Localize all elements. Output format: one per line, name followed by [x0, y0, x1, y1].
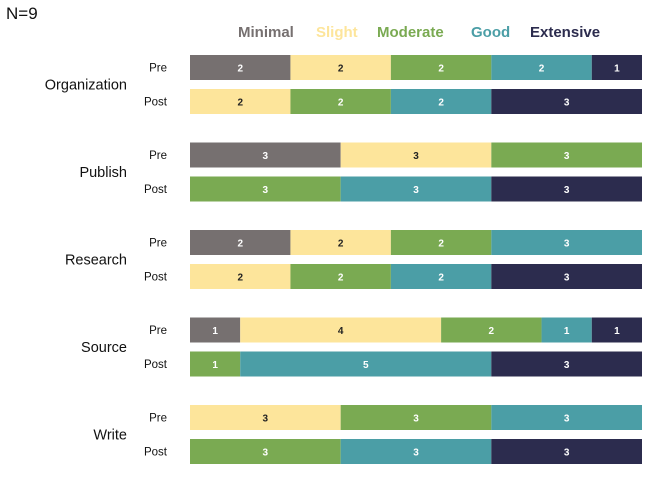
data-label-write-post-extensive: 3 [564, 448, 570, 459]
bar-segment-source-pre-extensive [591, 317, 642, 343]
bar-segment-research-pre-moderate [390, 230, 492, 255]
row-label-publish-post: Post [144, 184, 168, 196]
bar-segment-research-post-slight [190, 264, 291, 289]
bar-segment-publish-post-moderate [190, 176, 341, 202]
data-label-publish-pre-slight: 3 [413, 151, 419, 162]
data-label-source-pre-good: 1 [564, 326, 570, 337]
bar-segment-write-pre-moderate [340, 405, 492, 430]
bar-segment-publish-post-extensive [491, 176, 642, 202]
bar-segment-research-post-good [390, 264, 492, 289]
bar-segment-publish-pre-slight [340, 142, 492, 168]
data-label-publish-pre-moderate: 3 [564, 151, 570, 162]
bar-segment-source-post-good [240, 351, 492, 377]
data-label-source-pre-extensive: 1 [614, 326, 620, 337]
data-label-research-post-extensive: 3 [564, 273, 570, 284]
bar-segment-write-post-extensive [491, 439, 642, 464]
bar-segment-source-post-extensive [491, 351, 642, 377]
bar-segment-publish-post-good [340, 176, 492, 202]
data-label-organization-pre-moderate: 2 [438, 64, 444, 75]
data-label-source-pre-minimal: 1 [212, 326, 218, 337]
bar-segment-write-pre-good [491, 405, 642, 430]
data-label-publish-post-good: 3 [413, 185, 419, 196]
group-label-organization: Organization [45, 78, 127, 94]
bar-segment-organization-pre-slight [290, 55, 391, 80]
group-label-publish: Publish [79, 165, 127, 181]
bar-segment-research-pre-good [491, 230, 642, 255]
bar-segment-research-pre-slight [290, 230, 391, 255]
bar-segment-write-post-good [340, 439, 492, 464]
data-label-organization-pre-extensive: 1 [614, 64, 620, 75]
group-label-research: Research [65, 253, 127, 269]
data-label-source-pre-moderate: 2 [489, 326, 495, 337]
data-label-research-post-slight: 2 [237, 273, 243, 284]
data-label-write-post-good: 3 [413, 448, 419, 459]
row-label-organization-pre: Pre [149, 63, 167, 75]
row-label-research-post: Post [144, 272, 168, 284]
data-label-organization-pre-slight: 2 [338, 64, 344, 75]
legend-item-minimal: Minimal [238, 24, 294, 41]
data-label-source-pre-slight: 4 [338, 326, 344, 337]
group-label-write: Write [93, 428, 127, 444]
bar-segment-source-pre-minimal [190, 317, 241, 343]
bar-segment-write-pre-slight [190, 405, 341, 430]
legend-item-good: Good [471, 24, 511, 41]
bar-segment-organization-post-moderate [290, 89, 391, 114]
bar-segment-organization-post-good [390, 89, 492, 114]
data-label-research-pre-good: 3 [564, 239, 570, 250]
legend-item-extensive: Extensive [530, 24, 601, 41]
bar-segment-organization-pre-good [491, 55, 592, 80]
bar-segment-publish-pre-minimal [190, 142, 341, 168]
data-label-research-post-moderate: 2 [338, 273, 344, 284]
data-label-organization-post-slight: 2 [237, 98, 243, 109]
data-label-publish-pre-minimal: 3 [263, 151, 269, 162]
bar-segment-organization-post-slight [190, 89, 291, 114]
data-label-source-post-moderate: 1 [212, 360, 218, 371]
row-label-write-pre: Pre [149, 413, 167, 425]
data-label-write-post-moderate: 3 [263, 448, 269, 459]
bar-segment-organization-pre-extensive [591, 55, 642, 80]
data-label-publish-post-extensive: 3 [564, 185, 570, 196]
data-label-research-pre-minimal: 2 [237, 239, 243, 250]
legend-item-slight: Slight [316, 24, 358, 41]
bar-segment-organization-pre-minimal [190, 55, 291, 80]
data-label-write-pre-good: 3 [564, 414, 570, 425]
row-label-write-post: Post [144, 447, 168, 459]
sample-size-label: N=9 [6, 4, 38, 23]
legend-item-moderate: Moderate [377, 24, 444, 41]
bar-segment-source-pre-moderate [441, 317, 542, 343]
legend: Minimal Slight Moderate Good Extensive [0, 24, 672, 46]
data-label-source-post-good: 5 [363, 360, 369, 371]
bar-segment-publish-pre-moderate [491, 142, 642, 168]
group-label-source: Source [81, 340, 127, 356]
bar-segment-organization-pre-moderate [390, 55, 492, 80]
data-label-write-pre-slight: 3 [263, 414, 269, 425]
data-label-organization-pre-minimal: 2 [237, 64, 243, 75]
data-label-organization-post-moderate: 2 [338, 98, 344, 109]
row-label-publish-pre: Pre [149, 150, 167, 162]
data-label-research-pre-slight: 2 [338, 239, 344, 250]
row-label-source-pre: Pre [149, 325, 167, 337]
bar-segment-organization-post-extensive [491, 89, 642, 114]
bar-segment-research-post-extensive [491, 264, 642, 289]
data-label-research-pre-moderate: 2 [438, 239, 444, 250]
bar-segment-research-pre-minimal [190, 230, 291, 255]
data-label-research-post-good: 2 [438, 273, 444, 284]
data-label-organization-post-extensive: 3 [564, 98, 570, 109]
data-label-source-post-extensive: 3 [564, 360, 570, 371]
bar-segment-research-post-moderate [290, 264, 391, 289]
bar-segment-source-pre-good [541, 317, 592, 343]
bar-segment-source-post-moderate [190, 351, 241, 377]
row-label-research-pre: Pre [149, 238, 167, 250]
bar-segment-write-post-moderate [190, 439, 341, 464]
data-label-write-pre-moderate: 3 [413, 414, 419, 425]
row-label-source-post: Post [144, 359, 168, 371]
data-label-organization-post-good: 2 [438, 98, 444, 109]
row-label-organization-post: Post [144, 97, 168, 109]
bar-segment-source-pre-slight [240, 317, 442, 343]
data-label-organization-pre-good: 2 [539, 64, 545, 75]
data-label-publish-post-moderate: 3 [263, 185, 269, 196]
